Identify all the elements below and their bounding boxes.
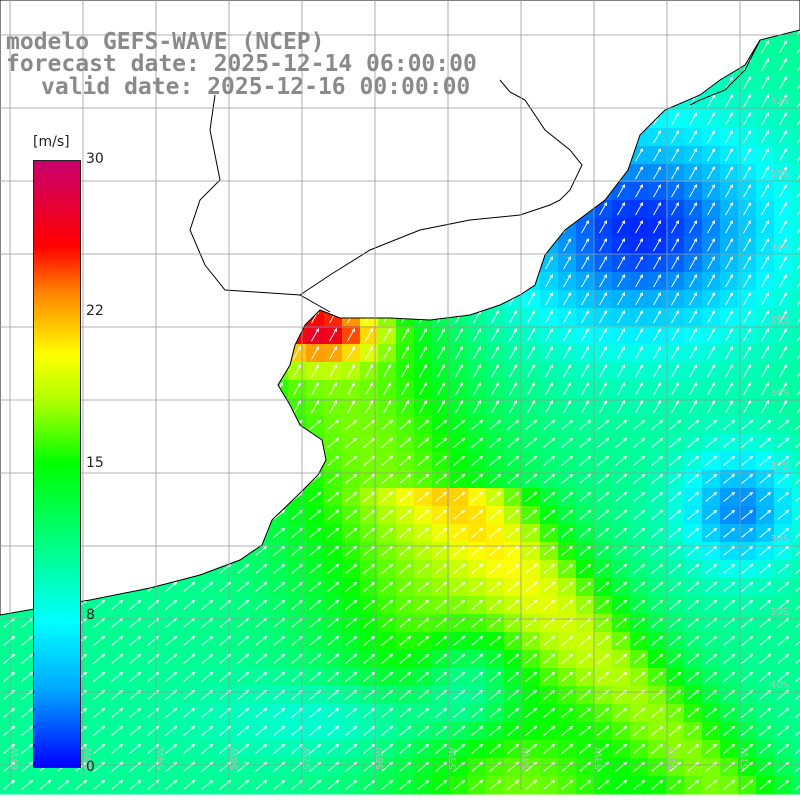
lon-label: 60W	[83, 747, 94, 770]
lon-label: 55W	[448, 747, 459, 770]
lat-label: 35S	[770, 315, 789, 326]
lat-label: 39S	[770, 607, 789, 618]
colorbar-tick-30: 30	[86, 151, 104, 167]
grid-labels: 32S 33S 34S 35S 36S 37S 38S 39S 40S 61W 60W 59W 58W 5…	[10, 96, 789, 770]
lon-label: 51W	[740, 747, 751, 770]
lat-label: 36S	[770, 388, 789, 399]
colorbar-tick-0: 0	[86, 759, 95, 775]
colorbar-unit: [m/s]	[33, 134, 70, 150]
coastline-lagoon	[689, 39, 761, 106]
lon-label: 57W	[302, 747, 313, 770]
lat-label: 34S	[770, 242, 789, 253]
lon-label: 61W	[10, 747, 21, 770]
lon-label: 53W	[594, 747, 605, 770]
land-mask	[0, 0, 800, 616]
lon-label: 58W	[229, 747, 240, 770]
lon-label: 52W	[667, 747, 678, 770]
lon-label: 54W	[521, 747, 532, 770]
colorbar-tick-8: 8	[86, 607, 95, 623]
colorbar	[33, 160, 81, 768]
colorbar-tick-22: 22	[86, 303, 104, 319]
title-valid-date: valid date: 2025-12-16 00:00:00	[41, 74, 471, 100]
lat-label: 33S	[770, 169, 789, 180]
lon-label: 59W	[156, 747, 167, 770]
colorbar-tick-15: 15	[86, 455, 104, 471]
lat-label: 37S	[770, 461, 789, 472]
lat-label: 32S	[770, 96, 789, 107]
lat-label: 38S	[770, 534, 789, 545]
title-forecast-date: forecast date: 2025-12-14 06:00:00	[6, 51, 477, 77]
lat-label: 40S	[770, 680, 789, 691]
river-uruguay	[189, 94, 331, 313]
title-model: modelo GEFS-WAVE (NCEP)	[6, 29, 325, 55]
lon-label: 56W	[375, 747, 386, 770]
border-brazil-uruguay	[299, 79, 583, 296]
